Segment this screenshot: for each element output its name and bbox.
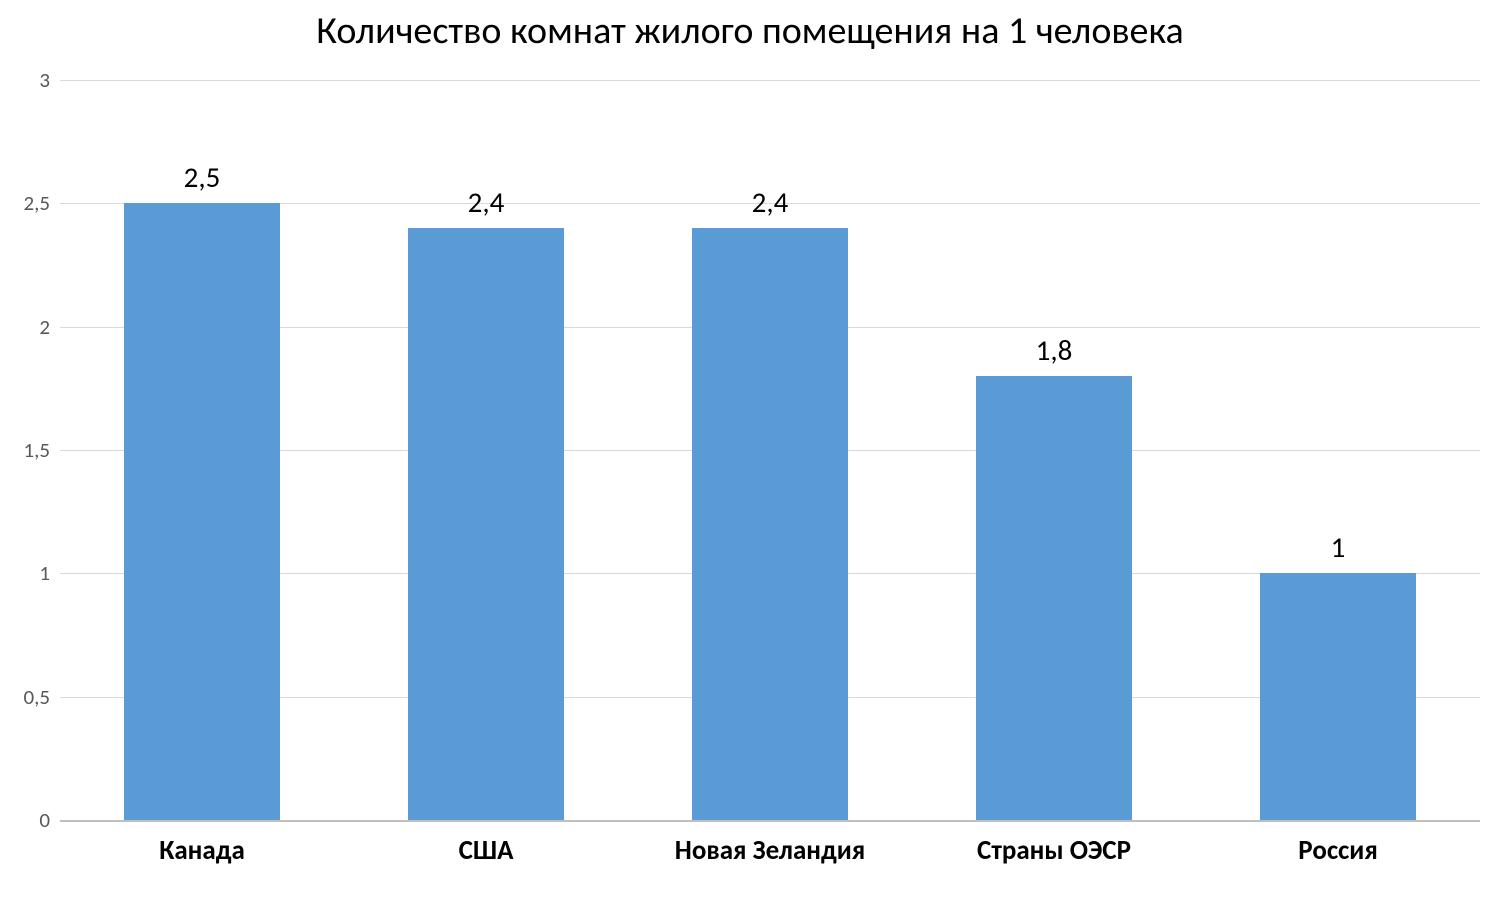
bar [976,376,1132,820]
chart-title: Количество комнат жилого помещения на 1 … [0,8,1500,54]
bar-value-label: 1,8 [1036,332,1073,368]
plot-area: 00,511,522,532,5Канада2,4США2,4Новая Зел… [60,80,1480,820]
bar [692,228,848,820]
x-axis-category-label: Страны ОЭСР [977,820,1131,867]
y-axis-tick-label: 0,5 [23,684,60,710]
bar [1260,573,1416,820]
bar-value-label: 2,5 [184,159,221,195]
x-axis-category-label: США [459,820,514,867]
y-axis-tick-label: 2 [39,314,60,340]
y-axis-tick-label: 3 [39,67,60,93]
x-axis-category-label: Канада [159,820,245,867]
y-axis-tick-label: 0 [39,807,60,833]
x-axis-category-label: Новая Зеландия [675,820,865,867]
bar [124,203,280,820]
chart-container: Количество комнат жилого помещения на 1 … [0,0,1500,897]
bar-value-label: 1 [1331,529,1346,565]
x-axis-category-label: Россия [1298,820,1378,867]
y-axis-tick-label: 2,5 [23,190,60,216]
y-axis-tick-label: 1 [39,560,60,586]
bar-value-label: 2,4 [752,184,789,220]
bar [408,228,564,820]
bar-value-label: 2,4 [468,184,505,220]
gridline [60,80,1480,81]
y-axis-tick-label: 1,5 [23,437,60,463]
